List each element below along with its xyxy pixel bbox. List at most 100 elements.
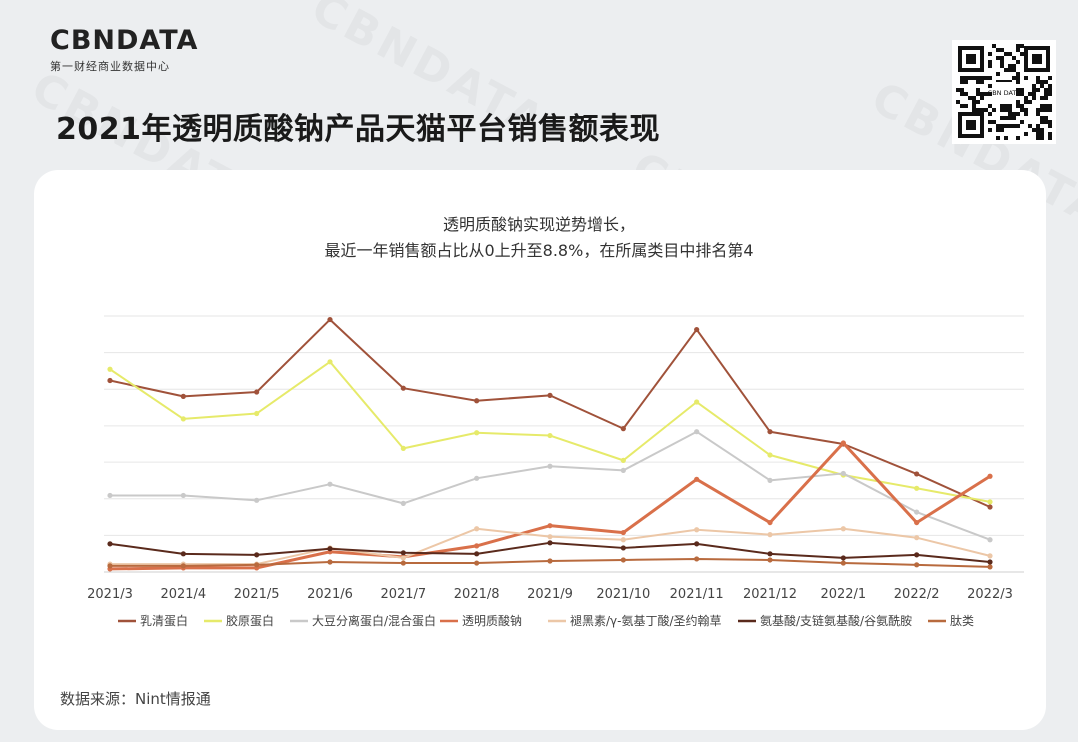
data-source-note: 数据来源：Nint情报通 bbox=[60, 690, 211, 708]
data-point bbox=[180, 393, 186, 399]
x-tick-label: 2021/6 bbox=[307, 587, 353, 602]
data-point bbox=[474, 560, 480, 566]
data-point bbox=[987, 553, 993, 559]
data-point bbox=[400, 555, 406, 561]
qr-code: CBN DATA bbox=[952, 40, 1056, 144]
data-point bbox=[107, 563, 113, 569]
data-point bbox=[107, 492, 113, 499]
x-tick-label: 2021/3 bbox=[87, 587, 133, 602]
data-point bbox=[914, 471, 920, 477]
x-tick-label: 2022/3 bbox=[967, 587, 1013, 602]
data-point bbox=[474, 430, 480, 436]
page-title: 2021年透明质酸钠产品天猫平台销售额表现 bbox=[56, 112, 660, 147]
data-point bbox=[840, 555, 846, 561]
data-point bbox=[400, 500, 406, 506]
data-point bbox=[474, 551, 480, 557]
data-point bbox=[327, 546, 333, 552]
data-point bbox=[694, 429, 700, 435]
data-point bbox=[767, 551, 773, 557]
data-point bbox=[327, 316, 333, 323]
data-point bbox=[987, 504, 993, 510]
data-point bbox=[474, 543, 480, 549]
data-point bbox=[254, 552, 260, 558]
data-point bbox=[327, 481, 333, 487]
x-tick-label: 2021/5 bbox=[234, 587, 280, 602]
data-point bbox=[694, 556, 700, 562]
data-point bbox=[914, 509, 920, 515]
brand-tagline: 第一财经商业数据中心 bbox=[50, 60, 170, 73]
data-point bbox=[547, 432, 553, 439]
data-point bbox=[474, 475, 480, 481]
data-point bbox=[327, 559, 333, 565]
data-point bbox=[694, 399, 700, 405]
series-line-0 bbox=[109, 318, 991, 508]
qr-label: CBN DATA bbox=[988, 89, 1021, 97]
chart-subtitle: 透明质酸钠实现逆势增长， 最近一年销售额占比从0上升至8.8%，在所属类目中排名… bbox=[0, 212, 1078, 264]
data-point bbox=[694, 527, 700, 533]
data-point bbox=[767, 452, 773, 458]
x-tick-label: 2022/1 bbox=[820, 587, 866, 602]
data-point bbox=[914, 519, 920, 526]
data-point bbox=[620, 537, 626, 543]
x-tick-label: 2021/8 bbox=[454, 587, 500, 602]
data-point bbox=[254, 497, 260, 503]
legend-label: 大豆分离蛋白/混合蛋白 bbox=[312, 613, 436, 628]
data-point bbox=[547, 534, 553, 540]
x-tick-label: 2021/4 bbox=[160, 587, 206, 602]
data-point bbox=[620, 426, 626, 432]
data-point bbox=[107, 366, 113, 372]
x-tick-label: 2022/2 bbox=[894, 587, 940, 602]
data-point bbox=[914, 552, 920, 558]
data-point bbox=[767, 429, 773, 435]
data-point bbox=[620, 545, 626, 551]
brand-logo: CBNDATA 第一财经商业数据中心 bbox=[50, 26, 198, 74]
x-tick-label: 2021/7 bbox=[380, 587, 426, 602]
chart-subtitle-line-1: 透明质酸钠实现逆势增长， bbox=[442, 215, 635, 234]
data-point bbox=[987, 499, 993, 505]
data-point bbox=[107, 377, 113, 384]
data-point bbox=[400, 385, 406, 391]
data-point bbox=[694, 476, 700, 482]
data-point bbox=[840, 440, 846, 446]
data-point bbox=[254, 562, 260, 568]
data-point bbox=[180, 492, 186, 499]
legend-label: 肽类 bbox=[950, 613, 974, 628]
data-point bbox=[474, 526, 480, 532]
data-point bbox=[840, 470, 846, 477]
chart-card bbox=[34, 170, 1046, 730]
data-point bbox=[254, 389, 260, 395]
data-point bbox=[987, 564, 993, 570]
data-point bbox=[254, 410, 260, 417]
data-point bbox=[620, 457, 626, 463]
x-tick-label: 2021/12 bbox=[743, 587, 797, 602]
data-point bbox=[694, 326, 700, 333]
data-point bbox=[767, 557, 773, 563]
data-point bbox=[107, 541, 113, 547]
data-point bbox=[987, 559, 993, 565]
data-point bbox=[547, 463, 553, 469]
data-point bbox=[987, 473, 993, 479]
x-tick-label: 2021/9 bbox=[527, 587, 573, 602]
data-point bbox=[620, 529, 626, 536]
data-point bbox=[547, 558, 553, 564]
data-point bbox=[914, 485, 920, 491]
data-point bbox=[840, 526, 846, 532]
data-point bbox=[620, 557, 626, 563]
data-point bbox=[400, 550, 406, 556]
data-point bbox=[914, 562, 920, 568]
legend-label: 胶原蛋白 bbox=[226, 613, 274, 628]
data-point bbox=[400, 445, 406, 451]
x-tick-label: 2021/11 bbox=[670, 587, 724, 602]
legend-label: 褪黑素/γ-氨基丁酸/圣约翰草 bbox=[570, 613, 722, 628]
data-point bbox=[987, 537, 993, 543]
data-point bbox=[547, 523, 553, 529]
data-point bbox=[840, 560, 846, 566]
data-point bbox=[767, 519, 773, 526]
data-point bbox=[400, 560, 406, 566]
data-point bbox=[547, 540, 553, 546]
legend-label: 透明质酸钠 bbox=[462, 613, 522, 628]
data-point bbox=[180, 416, 186, 422]
data-point bbox=[620, 467, 626, 473]
legend-label: 氨基酸/支链氨基酸/谷氨酰胺 bbox=[760, 613, 912, 628]
